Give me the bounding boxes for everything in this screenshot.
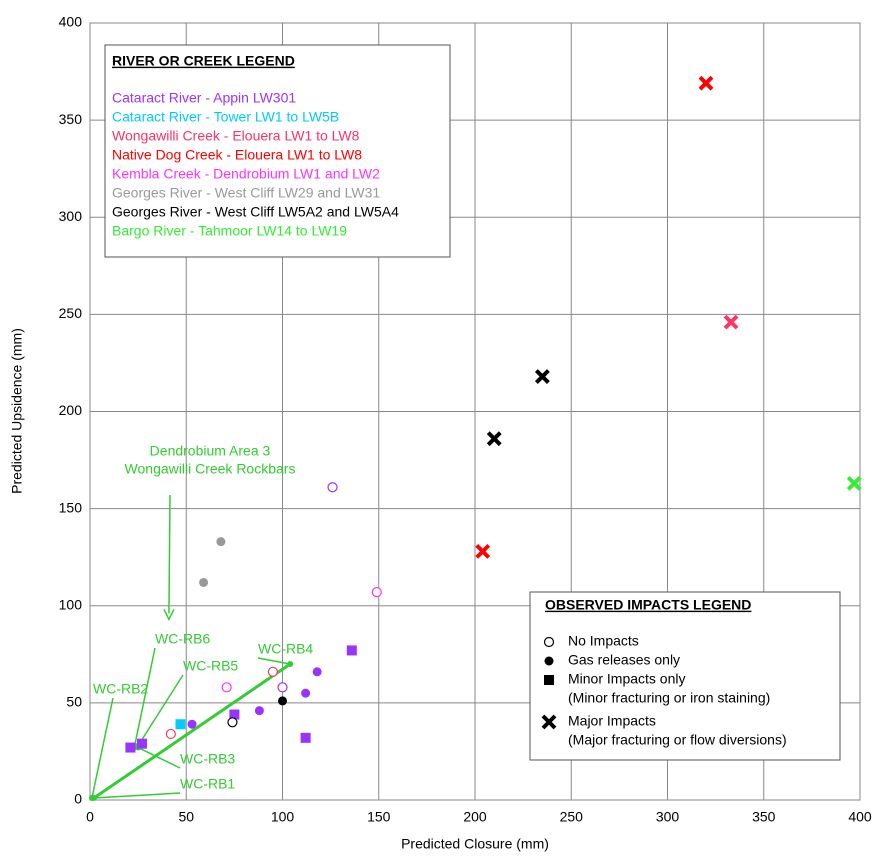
x-tick-label: 200 — [463, 809, 487, 825]
marker-square — [347, 645, 357, 655]
y-tick-label: 250 — [59, 305, 83, 321]
marker-open — [268, 667, 277, 676]
legend-entry: Cataract River - Appin LW301 — [112, 90, 296, 106]
marker-filled — [199, 578, 208, 587]
rockbar-label: WC-RB2 — [93, 681, 148, 697]
marker-filled — [278, 696, 287, 705]
y-tick-label: 350 — [59, 111, 83, 127]
rockbar-point — [89, 795, 95, 801]
x-tick-label: 250 — [560, 809, 584, 825]
marker-filled — [301, 689, 310, 698]
y-tick-label: 200 — [59, 402, 83, 418]
x-tick-label: 400 — [848, 809, 872, 825]
annotation-arrow — [169, 495, 170, 613]
annotation-text: Dendrobium Area 3 — [150, 443, 271, 459]
rockbar-leader — [92, 698, 113, 798]
x-tick-label: 0 — [86, 809, 94, 825]
impact-legend-entry: Minor Impacts only — [568, 671, 685, 687]
rockbar-label: WC-RB6 — [155, 631, 210, 647]
y-tick-label: 150 — [59, 499, 83, 515]
impact-legend-entry: Major Impacts — [568, 713, 656, 729]
rockbar-label: WC-RB4 — [258, 641, 313, 657]
y-tick-label: 300 — [59, 208, 83, 224]
marker-filled — [545, 657, 554, 666]
marker-open — [372, 588, 381, 597]
legend-entry: Native Dog Creek - Elouera LW1 to LW8 — [112, 147, 362, 163]
impact-legend-entry: No Impacts — [568, 633, 639, 649]
impact-legend-title: OBSERVED IMPACTS LEGEND — [545, 597, 751, 613]
y-tick-label: 400 — [59, 14, 83, 30]
y-tick-label: 50 — [66, 694, 82, 710]
impact-legend-note: (Minor fracturing or iron staining) — [568, 690, 770, 706]
marker-filled — [216, 537, 225, 546]
rockbar-leader — [94, 793, 180, 798]
marker-open — [545, 638, 554, 647]
marker-x — [725, 316, 737, 328]
chart: Predicted Closure (mm) Predicted Upsiden… — [0, 0, 874, 862]
impact-legend-entry: Gas releases only — [568, 652, 680, 668]
marker-square — [544, 675, 554, 685]
marker-open — [166, 729, 175, 738]
legend-entry: Bargo River - Tahmoor LW14 to LW19 — [112, 223, 347, 239]
marker-open — [328, 483, 337, 492]
rockbar-point — [287, 661, 293, 667]
marker-open — [222, 683, 231, 692]
x-tick-label: 50 — [178, 809, 194, 825]
marker-filled — [188, 720, 197, 729]
rockbar-leader — [258, 658, 290, 664]
x-tick-label: 350 — [752, 809, 776, 825]
impact-legend-note: (Major fracturing or flow diversions) — [568, 732, 787, 748]
marker-open — [278, 683, 287, 692]
marker-x — [477, 545, 489, 557]
marker-x — [536, 371, 548, 383]
rockbar-label: WC-RB1 — [180, 776, 235, 792]
annotation-text: Wongawilli Creek Rockbars — [125, 461, 296, 477]
marker-filled — [313, 667, 322, 676]
x-axis-title: Predicted Closure (mm) — [401, 836, 549, 852]
legend-entry: Georges River - West Cliff LW29 and LW31 — [112, 185, 380, 201]
legend-entry: Kembla Creek - Dendrobium LW1 and LW2 — [112, 166, 380, 182]
legend-entry: Wongawilli Creek - Elouera LW1 to LW8 — [112, 128, 360, 144]
marker-open — [228, 718, 237, 727]
marker-x — [488, 433, 500, 445]
rockbar-label: WC-RB5 — [183, 658, 238, 674]
x-tick-label: 150 — [367, 809, 391, 825]
marker-x — [848, 477, 860, 489]
rockbar-leader — [134, 648, 155, 748]
y-tick-label: 100 — [59, 596, 83, 612]
y-tick-label: 0 — [74, 791, 82, 807]
x-tick-label: 100 — [271, 809, 295, 825]
legend-entry: Cataract River - Tower LW1 to LW5B — [112, 109, 339, 125]
marker-square — [137, 739, 147, 749]
marker-square — [125, 743, 135, 753]
marker-x — [700, 77, 712, 89]
rockbar-label: WC-RB3 — [180, 751, 235, 767]
legend-title: RIVER OR CREEK LEGEND — [112, 53, 295, 69]
legend-entry: Georges River - West Cliff LW5A2 and LW5… — [112, 204, 399, 220]
marker-square — [175, 719, 185, 729]
marker-square — [301, 733, 311, 743]
marker-filled — [255, 706, 264, 715]
y-axis-title: Predicted Upsidence (mm) — [9, 328, 25, 494]
x-tick-label: 300 — [656, 809, 680, 825]
